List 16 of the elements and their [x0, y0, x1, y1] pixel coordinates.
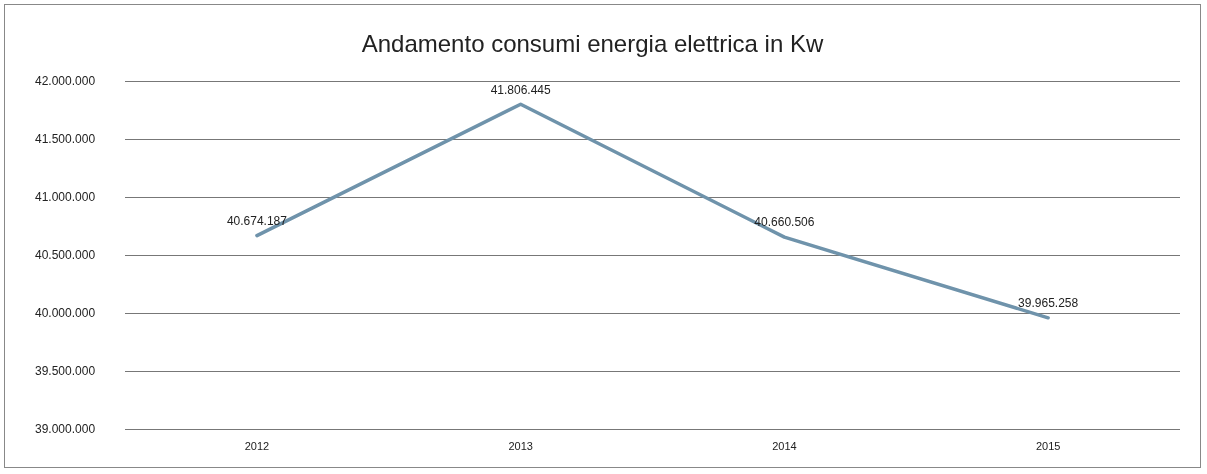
data-label: 39.965.258 — [1018, 296, 1079, 311]
y-tick-label: 40.500.000 — [35, 248, 96, 263]
x-tick-label: 2014 — [772, 440, 797, 453]
y-tick-label: 42.000.000 — [35, 74, 96, 89]
y-tick-label: 39.500.000 — [35, 364, 96, 379]
data-label: 40.674.187 — [226, 213, 288, 228]
x-tick-label: 2012 — [244, 440, 270, 453]
x-tick-label: 2013 — [508, 440, 533, 453]
data-label: 41.806.445 — [490, 82, 552, 97]
chart-title: Andamento consumi energia elettrica in Kw — [361, 30, 824, 58]
x-tick-label: 2015 — [1035, 440, 1061, 453]
y-tick-label: 39.000.000 — [35, 422, 96, 437]
y-tick-label: 41.000.000 — [35, 190, 96, 205]
data-label: 40.660.506 — [754, 215, 815, 230]
y-tick-label: 41.500.000 — [35, 132, 96, 147]
y-tick-label: 40.000.000 — [35, 306, 96, 321]
